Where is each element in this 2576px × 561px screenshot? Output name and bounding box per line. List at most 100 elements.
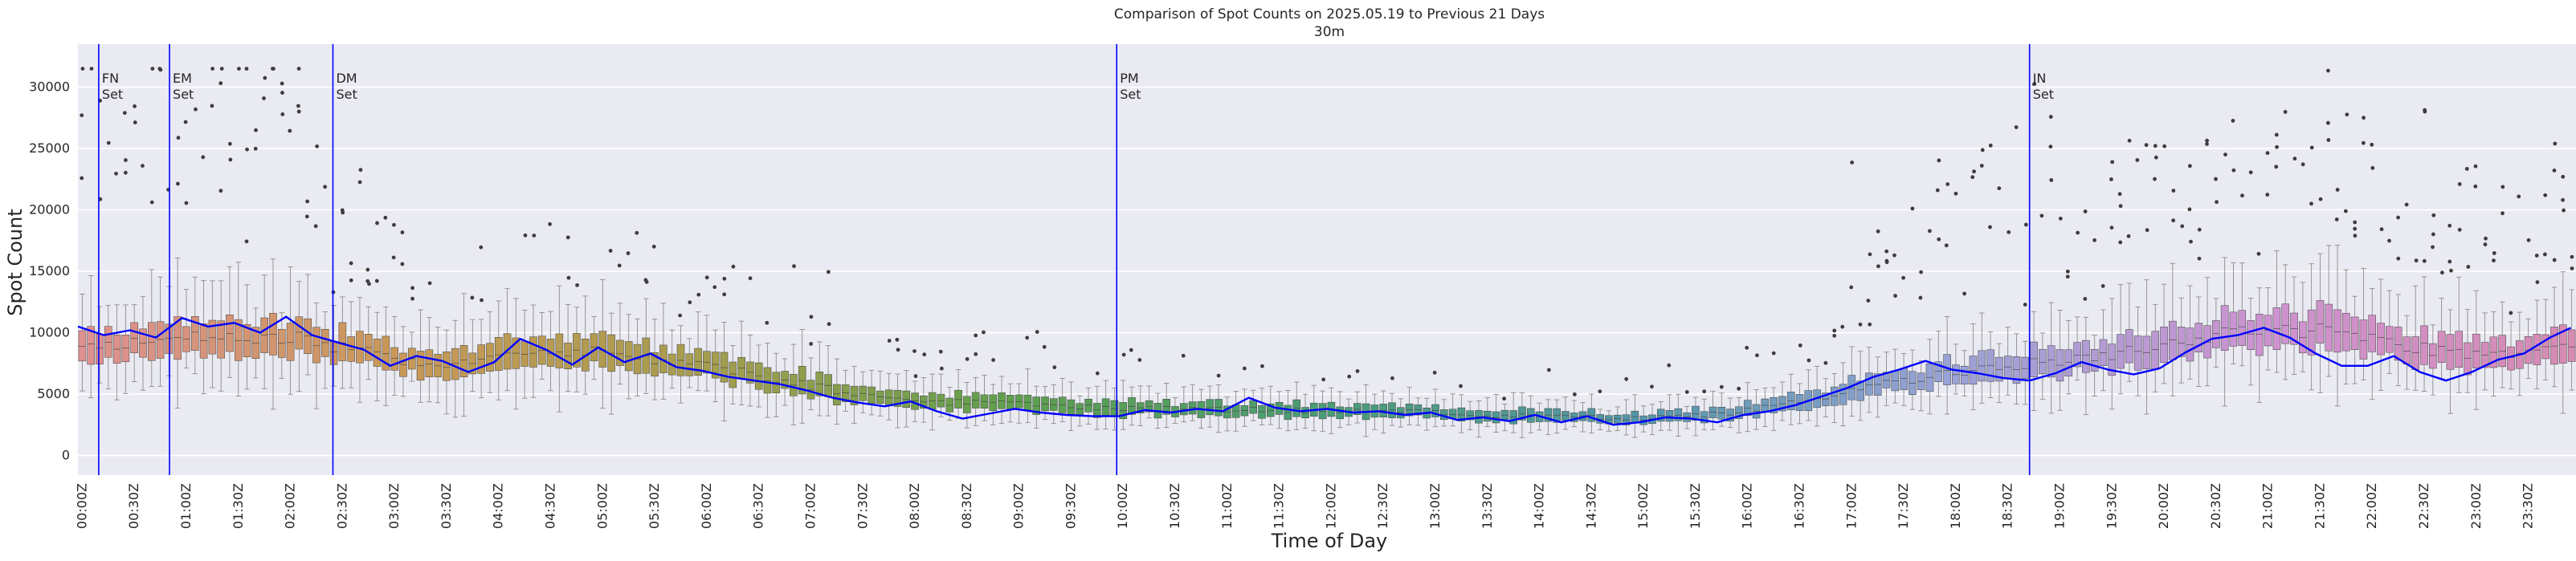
outlier-point (974, 352, 978, 356)
outlier-point (1970, 175, 1975, 180)
box (226, 315, 234, 352)
box (1457, 407, 1466, 422)
outlier-point (635, 230, 639, 235)
outlier-point (765, 320, 770, 325)
outlier-point (913, 374, 918, 379)
box (1613, 414, 1622, 424)
outlier-point (2110, 160, 2115, 165)
outlier-point (218, 189, 223, 193)
outlier-point (254, 128, 258, 132)
box (2238, 310, 2247, 346)
x-tick-label: 10:00Z (1115, 483, 1130, 529)
outlier-point (731, 264, 736, 269)
outlier-point (2187, 164, 2192, 169)
box (555, 333, 564, 368)
outlier-point (124, 158, 128, 162)
box (2316, 300, 2325, 344)
x-tick-label: 06:30Z (751, 483, 766, 529)
box (824, 374, 832, 397)
outlier-point (2265, 151, 2270, 156)
event-label: JN (2032, 71, 2047, 86)
outlier-point (122, 111, 127, 116)
outlier-point (280, 112, 285, 116)
outlier-point (722, 276, 727, 281)
box (2247, 320, 2255, 350)
x-tick-label: 01:00Z (178, 483, 194, 529)
box (2464, 342, 2472, 376)
box (1865, 372, 1873, 396)
event-label: Set (173, 87, 194, 102)
x-tick-label: 02:00Z (283, 483, 298, 529)
box (963, 396, 971, 413)
outlier-point (227, 141, 232, 146)
outlier-point (2171, 189, 2176, 193)
outlier-point (2353, 226, 2358, 231)
outlier-point (1918, 295, 1923, 300)
outlier-point (391, 255, 396, 260)
box (2090, 349, 2099, 372)
outlier-point (2309, 145, 2314, 150)
outlier-point (809, 342, 814, 346)
outlier-point (89, 67, 94, 71)
outlier-point (176, 181, 180, 186)
box (1900, 368, 1908, 390)
series-layer (77, 315, 2572, 426)
outlier-point (2422, 258, 2427, 263)
outlier-point (792, 264, 796, 269)
outlier-point (1260, 364, 1264, 368)
outlier-point (1823, 360, 1828, 365)
outlier-point (1972, 169, 1976, 174)
outlier-point (323, 185, 328, 189)
box (1674, 408, 1683, 421)
box (1249, 400, 1257, 414)
box (494, 337, 503, 371)
outlier-point (1052, 365, 1057, 370)
outlier-point (2127, 138, 2132, 143)
outlier-point (2092, 238, 2096, 242)
x-tick-label: 01:30Z (231, 483, 246, 529)
outlier-point (1832, 333, 1837, 338)
outlier-point (2353, 234, 2358, 238)
outlier-point (1347, 374, 1352, 379)
box (486, 343, 494, 372)
outlier-point (974, 333, 978, 338)
outlier-point (1121, 352, 1126, 357)
outlier-point (2404, 202, 2409, 207)
outlier-point (1806, 358, 1811, 363)
outlier-point (2309, 201, 2313, 206)
outlier-point (2325, 120, 2330, 125)
outlier-point (2153, 144, 2158, 148)
outlier-point (2076, 230, 2080, 235)
y-tick-label: 0 (62, 448, 70, 463)
outlier-point (1771, 351, 1776, 356)
outlier-point (2065, 269, 2070, 274)
box (1353, 403, 1361, 415)
box (148, 322, 156, 361)
box (1128, 397, 1136, 415)
outlier-point (2048, 115, 2053, 119)
outlier-point (296, 109, 301, 114)
outlier-point (271, 67, 275, 71)
outlier-point (1095, 371, 1100, 376)
box (295, 316, 304, 350)
outlier-point (1745, 345, 1749, 350)
outlier-point (826, 270, 831, 274)
outlier-point (176, 136, 181, 140)
box (2455, 331, 2464, 368)
box (1692, 405, 1700, 421)
outlier-point (2473, 164, 2478, 169)
outlier-point (2361, 140, 2366, 145)
outlier-point (2379, 227, 2384, 232)
outlier-point (1546, 368, 1551, 372)
box (174, 316, 182, 360)
outlier-point (1945, 182, 1950, 186)
chart-subtitle: 30m (1314, 24, 1345, 40)
box (2386, 326, 2394, 353)
box (208, 319, 217, 355)
outlier-point (1042, 344, 1047, 349)
outlier-point (1858, 322, 1863, 327)
outlier-point (922, 352, 927, 357)
x-tick-label: 04:00Z (491, 483, 506, 529)
box (1093, 403, 1101, 418)
